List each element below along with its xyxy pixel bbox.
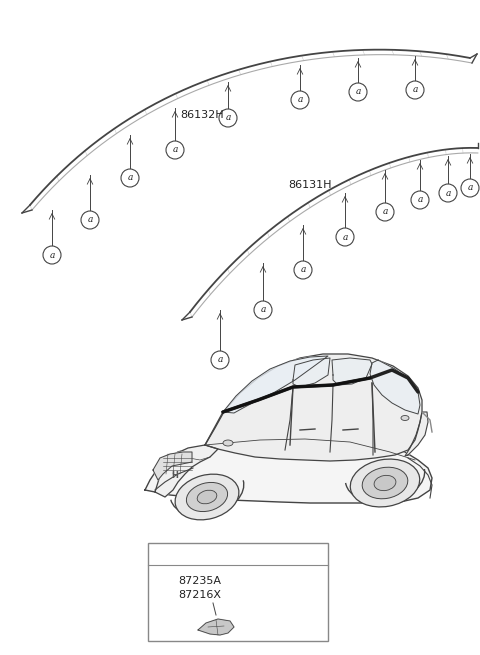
Ellipse shape (374, 476, 396, 491)
Text: H: H (171, 472, 179, 481)
Circle shape (411, 191, 429, 209)
Circle shape (461, 179, 479, 197)
Ellipse shape (350, 459, 420, 507)
Ellipse shape (362, 467, 408, 498)
Polygon shape (155, 445, 218, 497)
Text: a: a (300, 265, 306, 274)
Text: a: a (355, 88, 360, 96)
Circle shape (349, 83, 367, 101)
Polygon shape (293, 358, 330, 387)
Polygon shape (153, 452, 192, 480)
Text: a: a (260, 305, 266, 314)
Circle shape (43, 246, 61, 264)
Ellipse shape (223, 440, 233, 446)
Circle shape (121, 169, 139, 187)
Circle shape (291, 91, 309, 109)
Circle shape (211, 351, 229, 369)
Circle shape (294, 261, 312, 279)
Polygon shape (332, 358, 372, 385)
Text: 86132H: 86132H (180, 110, 224, 120)
Circle shape (406, 81, 424, 99)
Text: a: a (217, 356, 223, 364)
Text: 86131H: 86131H (288, 180, 332, 190)
Text: a: a (417, 195, 423, 204)
Text: a: a (127, 174, 132, 183)
Circle shape (254, 301, 272, 319)
Polygon shape (370, 360, 420, 414)
Ellipse shape (197, 490, 217, 504)
Circle shape (81, 211, 99, 229)
Bar (148, 543, 328, 641)
Ellipse shape (175, 474, 239, 520)
Text: a: a (445, 189, 451, 198)
Circle shape (166, 141, 184, 159)
Polygon shape (198, 619, 234, 635)
Text: a: a (412, 86, 418, 94)
Polygon shape (145, 439, 432, 503)
Polygon shape (405, 412, 428, 456)
Text: a: a (159, 550, 165, 559)
Ellipse shape (186, 483, 228, 512)
Text: 87216X: 87216X (178, 590, 221, 600)
Text: 87235A: 87235A (178, 576, 221, 586)
Text: a: a (49, 250, 55, 259)
Circle shape (439, 184, 457, 202)
Text: a: a (225, 113, 231, 122)
Polygon shape (223, 356, 328, 413)
Text: a: a (297, 96, 303, 105)
Circle shape (219, 109, 237, 127)
Text: a: a (342, 233, 348, 242)
Text: a: a (172, 145, 178, 155)
Circle shape (336, 228, 354, 246)
Text: a: a (468, 183, 473, 193)
Circle shape (376, 203, 394, 221)
Text: a: a (87, 215, 93, 225)
Ellipse shape (401, 415, 409, 421)
Circle shape (154, 546, 170, 562)
Polygon shape (205, 354, 422, 461)
Text: a: a (382, 208, 388, 217)
